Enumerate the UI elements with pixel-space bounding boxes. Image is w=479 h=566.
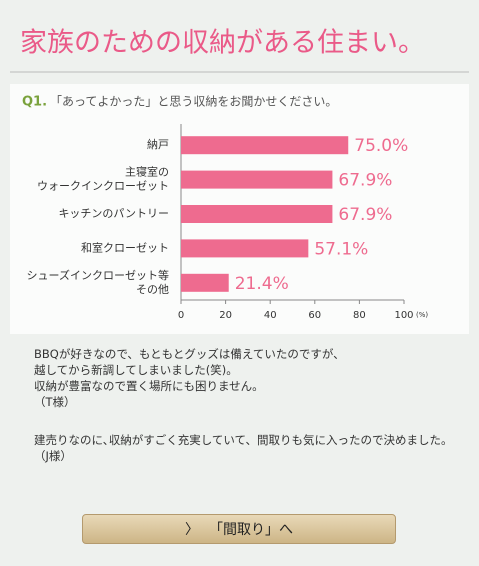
value-label: 75.0% bbox=[354, 136, 408, 156]
x-tick-label: 80 bbox=[353, 310, 366, 321]
x-tick-label: 100 bbox=[394, 310, 413, 321]
chevron: 〉 bbox=[185, 522, 199, 538]
value-label: 21.4% bbox=[235, 274, 289, 294]
x-tick-label: 20 bbox=[219, 310, 232, 321]
value-label: 67.9% bbox=[338, 205, 392, 225]
chart: 家族のための収納がある住まい。 Q1. 「あってよかった」と思う収納をお聞かせく… bbox=[10, 28, 469, 334]
comment-line: BBQが好きなので、もともとグッズは備えていたのですが、 bbox=[34, 347, 345, 361]
bar bbox=[181, 205, 333, 223]
comment-line: （T様） bbox=[34, 395, 76, 409]
category-label: シューズインクローゼット等その他 bbox=[27, 268, 169, 296]
title: 家族のための収納がある住まい。 bbox=[20, 28, 425, 59]
comment: BBQが好きなので、もともとグッズは備えていたのですが、 越してから新調してしまい… bbox=[34, 346, 345, 410]
question-number: Q1. bbox=[22, 95, 47, 110]
x-tick-label: 60 bbox=[308, 310, 321, 321]
category-label: キッチンのパントリー bbox=[58, 207, 169, 220]
bar bbox=[181, 273, 229, 292]
comment-line: 建売りなのに､収納がすごく充実していて、間取りも気に入ったので決めました。 bbox=[34, 433, 453, 447]
comment-line: （J様） bbox=[34, 449, 72, 463]
comment-line: 越してから新調してしまいました(笑)。 bbox=[34, 363, 238, 377]
category-label: 納戸 bbox=[147, 138, 169, 151]
bar bbox=[181, 239, 309, 258]
value-label: 57.1% bbox=[314, 239, 368, 259]
floor-plan-button[interactable]: 〉「間取り」へ bbox=[82, 514, 396, 544]
category-label: 主寝室のウォークインクローゼット bbox=[37, 165, 169, 193]
x-tick-label: 40 bbox=[264, 310, 277, 321]
value-label: 67.9% bbox=[338, 171, 392, 191]
comment-line: 収納が豊富なので置く場所にも困りません。 bbox=[34, 379, 264, 393]
category-label: 和室クローゼット bbox=[81, 240, 169, 254]
comment: 建売りなのに､収納がすごく充実していて、間取りも気に入ったので決めました。 （J様… bbox=[34, 432, 452, 464]
bar bbox=[181, 170, 333, 189]
subtitle: 「あってよかった」と思う収納をお聞かせください。 bbox=[50, 95, 337, 109]
bar bbox=[181, 136, 349, 155]
x-axis-unit: (%) bbox=[416, 311, 428, 319]
button-label: 「間取り」へ bbox=[209, 522, 293, 538]
x-tick-label: 0 bbox=[178, 310, 184, 321]
